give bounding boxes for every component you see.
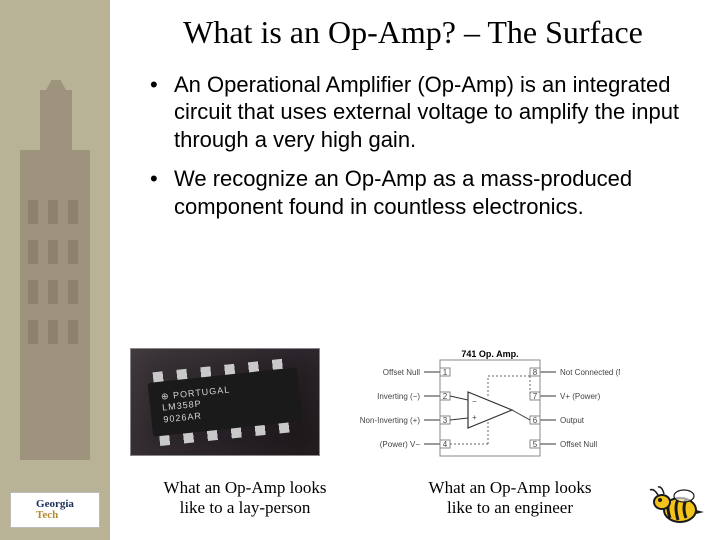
pin-row-1: 1 Offset Null [383,368,450,377]
pin-row-4: 4 (Power) V− [380,440,450,449]
pin-row-8: 5 Offset Null [530,440,597,449]
svg-text:Not Connected (NC): Not Connected (NC) [560,368,620,377]
sidebar-background [0,0,110,540]
svg-text:4: 4 [443,440,448,449]
logo-line2: Tech [36,509,58,521]
bullet-item: We recognize an Op-Amp as a mass-produce… [146,165,680,220]
svg-text:6: 6 [533,416,538,425]
svg-text:1: 1 [443,368,448,377]
pin-row-2: 2 Inverting (−) [377,392,450,401]
svg-text:(Power) V−: (Power) V− [380,440,421,449]
svg-text:Offset Null: Offset Null [383,368,420,377]
bullet-item: An Operational Amplifier (Op-Amp) is an … [146,71,680,154]
chip-photo: ⊕ PORTUGAL LM358P 9026AR [130,348,320,456]
svg-text:−: − [472,397,477,406]
bullet-list: An Operational Amplifier (Op-Amp) is an … [146,71,680,221]
schematic-figure: 741 Op. Amp. 1 Offset Null 2 Inverting (… [360,348,620,478]
svg-text:Offset Null: Offset Null [560,440,597,449]
building-silhouette [0,80,110,460]
chip-figure: ⊕ PORTUGAL LM358P 9026AR [130,348,320,478]
caption-left: What an Op-Amp looks like to a lay-perso… [130,478,360,519]
schematic-title: 741 Op. Amp. [461,349,518,359]
svg-text:3: 3 [443,416,448,425]
schematic-diagram: 741 Op. Amp. 1 Offset Null 2 Inverting (… [360,348,620,466]
svg-text:8: 8 [533,368,538,377]
svg-text:5: 5 [533,440,538,449]
pin-row-7: 6 Output [530,416,585,425]
captions-row: What an Op-Amp looks like to a lay-perso… [130,472,690,519]
svg-text:Non-Inverting (+): Non-Inverting (+) [360,416,420,425]
logo-text: Georgia Tech [36,499,74,521]
caption-right: What an Op-Amp looks like to an engineer [360,478,660,519]
svg-text:7: 7 [533,392,538,401]
georgia-tech-logo: Georgia Tech [10,492,100,528]
svg-text:Output: Output [560,416,585,425]
pin-row-3: 3 Non-Inverting (+) [360,416,450,425]
dip-chip: ⊕ PORTUGAL LM358P 9026AR [148,367,303,436]
page-title: What is an Op-Amp? – The Surface [146,14,680,51]
pin-row-5: 8 Not Connected (NC) [530,368,620,377]
buzz-mascot-icon [646,482,706,528]
svg-text:2: 2 [443,392,448,401]
pin-row-6: 7 V+ (Power) [530,392,601,401]
svg-text:+: + [472,413,477,422]
svg-text:Inverting (−): Inverting (−) [377,392,420,401]
svg-text:V+ (Power): V+ (Power) [560,392,601,401]
figures-row: ⊕ PORTUGAL LM358P 9026AR 741 Op. Amp. 1 … [130,348,690,478]
chip-marking: ⊕ PORTUGAL LM358P 9026AR [161,384,234,425]
